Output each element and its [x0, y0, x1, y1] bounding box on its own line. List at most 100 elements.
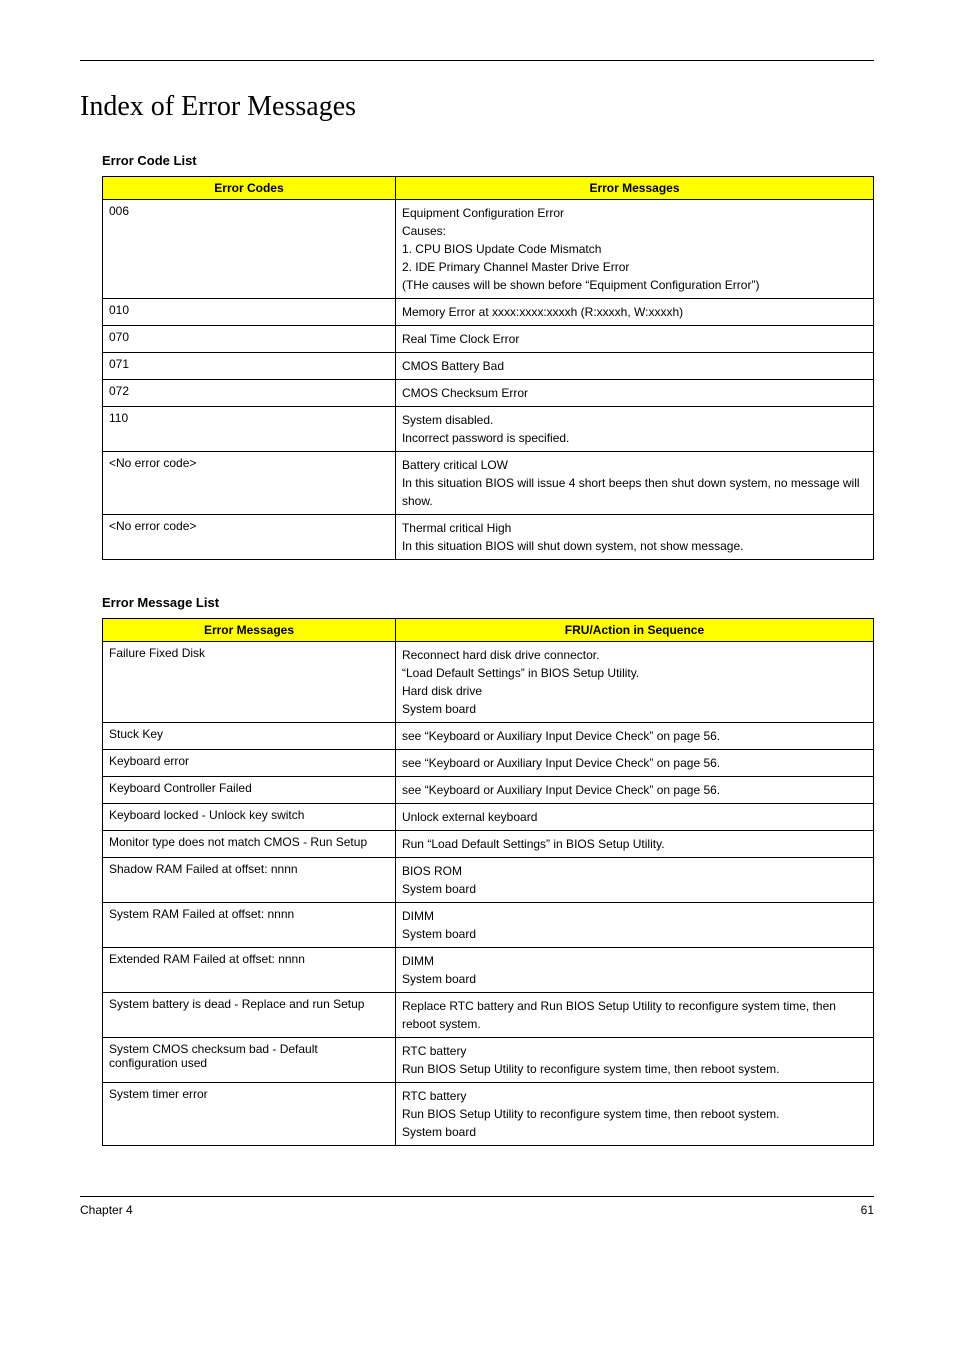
- table-cell-message: Battery critical LOWIn this situation BI…: [395, 452, 873, 515]
- error-code-table: Error Codes Error Messages 006Equipment …: [102, 176, 874, 560]
- message-line: Hard disk drive: [402, 682, 867, 700]
- message-line: see “Keyboard or Auxiliary Input Device …: [402, 727, 867, 745]
- table-cell-code: 071: [103, 353, 396, 380]
- table1-header-row: Error Codes Error Messages: [103, 177, 874, 200]
- message-line: Run “Load Default Settings” in BIOS Setu…: [402, 835, 867, 853]
- table-cell-code: 070: [103, 326, 396, 353]
- table-cell-code: 006: [103, 200, 396, 299]
- table-row: System RAM Failed at offset: nnnnDIMMSys…: [103, 903, 874, 948]
- table-cell-code: Failure Fixed Disk: [103, 642, 396, 723]
- message-line: System board: [402, 1123, 867, 1141]
- table1-header-left: Error Codes: [103, 177, 396, 200]
- table-cell-code: 010: [103, 299, 396, 326]
- page-container: Index of Error Messages Error Code List …: [0, 0, 954, 1257]
- table-cell-message: CMOS Checksum Error: [395, 380, 873, 407]
- footer-chapter: Chapter 4: [80, 1203, 133, 1217]
- message-line: System board: [402, 880, 867, 898]
- message-line: Battery critical LOW: [402, 456, 867, 474]
- table-row: Shadow RAM Failed at offset: nnnnBIOS RO…: [103, 858, 874, 903]
- message-line: Real Time Clock Error: [402, 330, 867, 348]
- message-line: DIMM: [402, 952, 867, 970]
- message-line: System disabled.: [402, 411, 867, 429]
- table-row: Failure Fixed DiskReconnect hard disk dr…: [103, 642, 874, 723]
- table-cell-code: System CMOS checksum bad - Default confi…: [103, 1038, 396, 1083]
- table-cell-message: Memory Error at xxxx:xxxx:xxxxh (R:xxxxh…: [395, 299, 873, 326]
- message-line: Run BIOS Setup Utility to reconfigure sy…: [402, 1060, 867, 1078]
- table-cell-message: DIMMSystem board: [395, 903, 873, 948]
- message-line: “Load Default Settings” in BIOS Setup Ut…: [402, 664, 867, 682]
- table-cell-message: Run “Load Default Settings” in BIOS Setu…: [395, 831, 873, 858]
- table-row: Keyboard Controller Failed see “Keyboard …: [103, 777, 874, 804]
- message-line: Unlock external keyboard: [402, 808, 867, 826]
- table-cell-message: BIOS ROMSystem board: [395, 858, 873, 903]
- table2-header-right: FRU/Action in Sequence: [395, 619, 873, 642]
- message-line: System board: [402, 970, 867, 988]
- table-cell-code: <No error code>: [103, 452, 396, 515]
- table-cell-message: RTC batteryRun BIOS Setup Utility to rec…: [395, 1083, 873, 1146]
- table-row: 010 Memory Error at xxxx:xxxx:xxxxh (R:xx…: [103, 299, 874, 326]
- footer-page-number: 61: [861, 1203, 874, 1217]
- message-line: Incorrect password is specified.: [402, 429, 867, 447]
- table-cell-code: Keyboard locked - Unlock key switch: [103, 804, 396, 831]
- message-line: 1. CPU BIOS Update Code Mismatch: [402, 240, 867, 258]
- error-message-table: Error Messages FRU/Action in Sequence Fa…: [102, 618, 874, 1146]
- message-line: Thermal critical High: [402, 519, 867, 537]
- table-cell-message: Real Time Clock Error: [395, 326, 873, 353]
- message-line: Run BIOS Setup Utility to reconfigure sy…: [402, 1105, 867, 1123]
- table-cell-message: DIMMSystem board: [395, 948, 873, 993]
- table-row: Extended RAM Failed at offset: nnnnDIMMS…: [103, 948, 874, 993]
- table-cell-message: Equipment Configuration ErrorCauses:1. C…: [395, 200, 873, 299]
- table-cell-code: 110: [103, 407, 396, 452]
- message-line: see “Keyboard or Auxiliary Input Device …: [402, 781, 867, 799]
- table-cell-code: System timer error: [103, 1083, 396, 1146]
- message-line: see “Keyboard or Auxiliary Input Device …: [402, 754, 867, 772]
- table-cell-code: System RAM Failed at offset: nnnn: [103, 903, 396, 948]
- table-row: 070 Real Time Clock Error: [103, 326, 874, 353]
- table-cell-message: RTC batteryRun BIOS Setup Utility to rec…: [395, 1038, 873, 1083]
- message-line: DIMM: [402, 907, 867, 925]
- table-row: Keyboard error see “Keyboard or Auxiliary…: [103, 750, 874, 777]
- message-line: Equipment Configuration Error: [402, 204, 867, 222]
- table-cell-code: Extended RAM Failed at offset: nnnn: [103, 948, 396, 993]
- table1-caption: Error Code List: [102, 153, 874, 168]
- table-row: System battery is dead - Replace and run…: [103, 993, 874, 1038]
- table2-caption: Error Message List: [102, 595, 874, 610]
- table-cell-code: Keyboard error: [103, 750, 396, 777]
- table-row: 006Equipment Configuration ErrorCauses:1…: [103, 200, 874, 299]
- table-row: 072CMOS Checksum Error: [103, 380, 874, 407]
- table-row: 110System disabled.Incorrect password is…: [103, 407, 874, 452]
- table-cell-code: System battery is dead - Replace and run…: [103, 993, 396, 1038]
- message-line: RTC battery: [402, 1087, 867, 1105]
- table-row: <No error code> Thermal critical HighIn t…: [103, 515, 874, 560]
- table2-header-left: Error Messages: [103, 619, 396, 642]
- message-line: RTC battery: [402, 1042, 867, 1060]
- table-cell-code: Shadow RAM Failed at offset: nnnn: [103, 858, 396, 903]
- table-row: Keyboard locked - Unlock key switch Unloc…: [103, 804, 874, 831]
- message-line: BIOS ROM: [402, 862, 867, 880]
- table-cell-message: CMOS Battery Bad: [395, 353, 873, 380]
- table-row: <No error code>Battery critical LOWIn th…: [103, 452, 874, 515]
- message-line: (THe causes will be shown before “Equipm…: [402, 276, 867, 294]
- table-cell-message: Replace RTC battery and Run BIOS Setup U…: [395, 993, 873, 1038]
- table-cell-message: see “Keyboard or Auxiliary Input Device …: [395, 723, 873, 750]
- page-title: Index of Error Messages: [80, 91, 874, 123]
- message-line: Memory Error at xxxx:xxxx:xxxxh (R:xxxxh…: [402, 303, 867, 321]
- table1-header-right: Error Messages: [395, 177, 873, 200]
- table-cell-message: System disabled.Incorrect password is sp…: [395, 407, 873, 452]
- table-row: Monitor type does not match CMOS - Run S…: [103, 831, 874, 858]
- table-cell-message: Unlock external keyboard: [395, 804, 873, 831]
- table-cell-code: Keyboard Controller Failed: [103, 777, 396, 804]
- top-rule: [80, 60, 874, 61]
- message-line: Replace RTC battery and Run BIOS Setup U…: [402, 997, 867, 1033]
- table2-body: Failure Fixed DiskReconnect hard disk dr…: [103, 642, 874, 1146]
- table-cell-code: <No error code>: [103, 515, 396, 560]
- table1-body: 006Equipment Configuration ErrorCauses:1…: [103, 200, 874, 560]
- message-line: Causes:: [402, 222, 867, 240]
- message-line: In this situation BIOS will shut down sy…: [402, 537, 867, 555]
- table-row: System timer errorRTC batteryRun BIOS Se…: [103, 1083, 874, 1146]
- message-line: In this situation BIOS will issue 4 shor…: [402, 474, 867, 510]
- page-footer: Chapter 4 61: [80, 1196, 874, 1217]
- table2-header-row: Error Messages FRU/Action in Sequence: [103, 619, 874, 642]
- table-cell-code: 072: [103, 380, 396, 407]
- message-line: System board: [402, 700, 867, 718]
